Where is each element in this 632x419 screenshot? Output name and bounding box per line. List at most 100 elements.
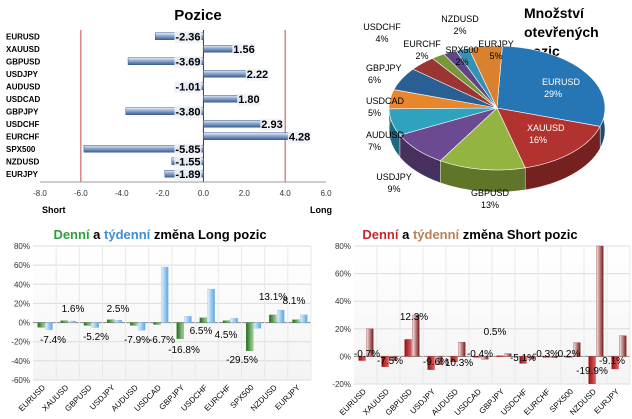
y-tick-label: 80%: [14, 242, 30, 251]
change-bar: [184, 316, 192, 323]
change-data-label: 2.5%: [107, 304, 130, 315]
position-bar: [203, 132, 292, 140]
pie-slice: [468, 45, 503, 110]
position-bar: [83, 145, 204, 153]
position-category-label: XAUUSD: [6, 45, 40, 54]
long-change-data-labels: -7.4% 1.6% -5.2% 2.5% -7.9%-6.7% 6.5% 4.5% -16.…: [40, 292, 306, 366]
change-bar: [269, 314, 277, 323]
pie-slice-percent: 7%: [368, 142, 381, 152]
title-part: týdenní: [413, 227, 460, 242]
pie-slice-percent: 2%: [415, 51, 428, 61]
change-bar: [222, 320, 231, 323]
change-bar: [450, 356, 458, 363]
change-bar: [138, 322, 146, 331]
y-tick-label: 60%: [14, 261, 30, 270]
change-bar: [550, 356, 558, 358]
position-category-label: NZDUSD: [6, 157, 40, 166]
position-value-label-bg: [174, 168, 202, 181]
position-value-label-bg: [174, 31, 202, 44]
pie-slice-percent: 29%: [544, 89, 562, 99]
change-data-label: -5.1%: [510, 353, 536, 364]
change-data-label: -6.7%: [149, 335, 175, 346]
long-change-bars: [37, 266, 308, 351]
change-bar: [565, 356, 573, 358]
change-bar: [106, 319, 115, 323]
change-data-label: 6.5%: [190, 326, 213, 337]
change-bar: [199, 317, 207, 323]
change-bar: [91, 322, 99, 328]
x-tick-label: -8.0: [33, 189, 47, 198]
pie-slice-percent: 4%: [375, 34, 388, 44]
position-value-label-bg: [174, 106, 202, 119]
title-part: a: [398, 227, 412, 242]
position-value-label-bg: [245, 68, 270, 81]
title-part: týdenní: [104, 227, 151, 242]
position-value-label-bg: [287, 131, 312, 144]
change-data-label: 13.1%: [259, 292, 287, 303]
change-data-label: -5.2%: [83, 332, 109, 343]
position-value-label: -1.55: [175, 156, 200, 168]
position-value-label-bg: [174, 156, 202, 169]
pie-slice-label: GBPUSD: [471, 188, 510, 198]
long-axis-label: Long: [310, 205, 332, 215]
change-data-label: -9.1%: [599, 356, 625, 367]
position-category-label: EURUSD: [6, 32, 40, 41]
open-positions-pie-chart: Množství otevřených pozic EURUSD 29% XAUUS…: [363, 5, 606, 210]
pie-slice-label: EURCHF: [403, 39, 441, 49]
pie-slice: [439, 107, 526, 171]
position-category-label: GBPJPY: [6, 107, 39, 116]
change-bar: [588, 356, 596, 385]
short-change-bars: [358, 245, 627, 385]
y-tick-label: 80%: [335, 242, 351, 251]
positions-chart-x-ticks: -8.0 -6.0 -4.0 -2.0 0.0 2.0 4.0 6.0: [33, 189, 332, 198]
x-tick-label: -2.0: [156, 189, 170, 198]
title-part: a: [90, 227, 104, 242]
pie-slice-percent: 2%: [453, 26, 466, 36]
short-change-chart-title: Denní a týdenní změna Short pozic: [362, 227, 577, 242]
y-tick-label: 20%: [335, 325, 351, 334]
change-bar: [458, 342, 466, 357]
change-bar: [37, 322, 45, 328]
change-data-label: -19.9%: [576, 366, 608, 377]
pie-title-line-1: Množství: [524, 5, 585, 21]
change-data-label: 0.2%: [558, 349, 581, 360]
change-bar: [114, 320, 123, 323]
position-value-label: -5.85: [175, 144, 200, 156]
change-bar: [542, 356, 550, 358]
position-category-label: SPX500: [6, 145, 36, 154]
change-bar: [153, 322, 161, 325]
y-tick-label: 40%: [14, 280, 30, 289]
positions-chart: Pozice EURUSD XAUUSD GBPUSD USDJPY AUDUSD USD…: [6, 7, 332, 215]
position-bar: [127, 57, 204, 65]
positions-chart-grid: [40, 30, 326, 183]
change-data-label: -29.5%: [226, 355, 258, 366]
change-bar: [435, 356, 443, 365]
change-bar: [381, 356, 389, 367]
pie-slice-percent: 9%: [387, 184, 400, 194]
change-data-label: 8.1%: [283, 296, 306, 307]
title-part: Denní: [362, 227, 399, 242]
pie-slice-label: USDCAD: [366, 96, 405, 106]
change-bar: [404, 339, 412, 357]
change-data-label: 4.5%: [215, 330, 238, 341]
position-value-label: 4.28: [289, 131, 310, 143]
positions-chart-category-labels: EURUSD XAUUSD GBPUSD USDJPY AUDUSD USDCAD GBPJ…: [6, 32, 40, 179]
change-bar: [161, 266, 169, 323]
short-change-data-labels: -0.7%-7.5%12.3%-9.6%10.3%-0.4%0.5%-5.1%-…: [354, 312, 625, 377]
change-bar: [130, 322, 138, 326]
change-bar: [45, 322, 53, 330]
position-value-label: -3.69: [175, 56, 200, 68]
position-value-label-bg: [237, 93, 261, 106]
change-bar: [527, 356, 535, 360]
change-bar: [519, 356, 527, 364]
change-bar: [292, 319, 300, 323]
long-change-chart: Denní a týdenní změna Long pozic 80% 60% 4…: [11, 227, 312, 413]
change-category-label: EURJPY: [592, 387, 621, 416]
y-tick-label: -20%: [11, 338, 30, 347]
pie-slice-label: XAUUSD: [527, 123, 565, 133]
pie-slice: [496, 45, 606, 127]
change-bar: [366, 328, 374, 357]
change-bar: [176, 322, 184, 339]
x-tick-label: 2.0: [239, 189, 251, 198]
pie-slice-label: SPX500: [445, 45, 478, 55]
